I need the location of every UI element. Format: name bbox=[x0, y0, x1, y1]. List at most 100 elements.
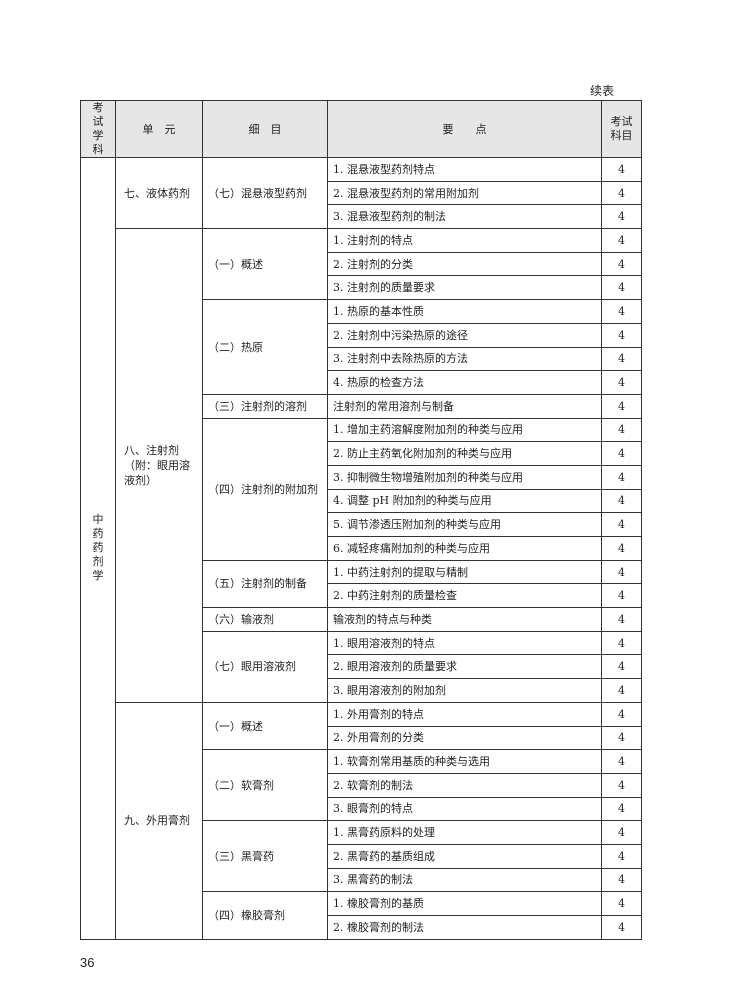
table-row: （五）注射剂的制备 1. 中药注射剂的提取与精制 4 bbox=[81, 559, 642, 609]
point-cell: 2. 中药注射剂的质量检查 bbox=[327, 583, 602, 609]
detail-cell: （五）注射剂的制备 bbox=[202, 559, 328, 609]
exam-subject-cell: 4 bbox=[601, 701, 642, 727]
point-cell: 1. 热原的基本性质 bbox=[327, 299, 602, 324]
point-cell: 2. 软膏剂的制法 bbox=[327, 772, 602, 798]
table-row: 5. 调节渗透压附加剂的种类与应用 4 bbox=[81, 512, 642, 537]
exam-subject-cell: 4 bbox=[601, 157, 642, 182]
table-row: 九、外用膏剂 （一）概述 1. 外用膏剂的特点 4 bbox=[81, 701, 642, 940]
header-unit: 单 元 bbox=[115, 100, 203, 158]
table-row: 4. 调整 pH 附加剂的种类与应用 4 bbox=[81, 488, 642, 514]
table-row: （六）输液剂 输液剂的特点与种类 4 bbox=[81, 607, 642, 632]
exam-subject-cell: 4 bbox=[601, 843, 642, 869]
table-row: 3. 混悬液型药剂的制法 4 bbox=[81, 204, 642, 230]
header-detail: 细 目 bbox=[202, 100, 328, 158]
detail-cell: （一）概述 bbox=[202, 701, 328, 751]
table-row: 4. 热原的检查方法 4 bbox=[81, 370, 642, 395]
detail-cell: （六）输液剂 bbox=[202, 607, 328, 632]
exam-subject-cell: 4 bbox=[601, 583, 642, 609]
exam-subject-cell: 4 bbox=[601, 441, 642, 466]
table-row: 2. 黑膏药的基质组成 4 bbox=[81, 843, 642, 869]
table-row: （四）注射剂的附加剂 1. 增加主药溶解度附加剂的种类与应用 4 bbox=[81, 417, 642, 561]
exam-subject-cell: 4 bbox=[601, 891, 642, 916]
exam-subject-cell: 4 bbox=[601, 228, 642, 253]
point-cell: 2. 橡胶膏剂的制法 bbox=[327, 915, 602, 940]
exam-subject-cell: 4 bbox=[601, 867, 642, 893]
table-row: 2. 防止主药氧化附加剂的种类与应用 4 bbox=[81, 441, 642, 466]
table-row: 2. 眼用溶液剂的质量要求 4 bbox=[81, 654, 642, 680]
point-cell: 1. 增加主药溶解度附加剂的种类与应用 bbox=[327, 417, 602, 443]
exam-subject-cell: 4 bbox=[601, 820, 642, 845]
table-row: 2. 软膏剂的制法 4 bbox=[81, 772, 642, 798]
exam-subject-cell: 4 bbox=[601, 393, 642, 419]
point-cell: 3. 注射剂中去除热原的方法 bbox=[327, 346, 602, 372]
point-cell: 2. 防止主药氧化附加剂的种类与应用 bbox=[327, 441, 602, 466]
point-cell: 4. 调整 pH 附加剂的种类与应用 bbox=[327, 488, 602, 514]
exam-subject-cell: 4 bbox=[601, 204, 642, 230]
unit-cell: 八、注射剂（附：眼用溶液剂） bbox=[115, 228, 203, 703]
exam-subject-cell: 4 bbox=[601, 915, 642, 940]
point-cell: 1. 中药注射剂的提取与精制 bbox=[327, 559, 602, 585]
point-cell: 3. 眼用溶液剂的附加剂 bbox=[327, 678, 602, 703]
subject-name: 中药药剂学 bbox=[92, 513, 104, 583]
point-cell: 3. 眼膏剂的特点 bbox=[327, 796, 602, 822]
exam-subject-cell: 4 bbox=[601, 654, 642, 680]
exam-subject-cell: 4 bbox=[601, 251, 642, 277]
detail-cell: （四）注射剂的附加剂 bbox=[202, 417, 328, 561]
point-cell: 3. 注射剂的质量要求 bbox=[327, 275, 602, 301]
exam-subject-cell: 4 bbox=[601, 512, 642, 537]
detail-cell: （四）橡胶膏剂 bbox=[202, 891, 328, 940]
point-cell: 2. 黑膏药的基质组成 bbox=[327, 843, 602, 869]
exam-subject-cell: 4 bbox=[601, 322, 642, 348]
detail-cell: （一）概述 bbox=[202, 228, 328, 301]
point-cell: 1. 黑膏药原料的处理 bbox=[327, 820, 602, 845]
exam-subject-cell: 4 bbox=[601, 796, 642, 822]
point-cell: 1. 软膏剂常用基质的种类与选用 bbox=[327, 749, 602, 774]
point-cell: 2. 注射剂中污染热原的途径 bbox=[327, 322, 602, 348]
exam-subject-cell: 4 bbox=[601, 180, 642, 206]
table-row: 2. 注射剂的分类 4 bbox=[81, 251, 642, 277]
table-row: （四）橡胶膏剂 1. 橡胶膏剂的基质 4 bbox=[81, 891, 642, 940]
exam-subject-cell: 4 bbox=[601, 275, 642, 301]
detail-cell: （三）黑膏药 bbox=[202, 820, 328, 893]
header-subject: 考试 学科 bbox=[80, 100, 116, 158]
table-row: （三）黑膏药 1. 黑膏药原料的处理 4 bbox=[81, 820, 642, 893]
detail-cell: （七）眼用溶液剂 bbox=[202, 630, 328, 703]
table-row: 3. 眼用溶液剂的附加剂 4 bbox=[81, 678, 642, 703]
table-row: 八、注射剂（附：眼用溶液剂） （一）概述 1. 注射剂的特点 4 bbox=[81, 228, 642, 703]
detail-cell: （七）混悬液型药剂 bbox=[202, 156, 328, 230]
point-cell: 注射剂的常用溶剂与制备 bbox=[327, 393, 602, 419]
exam-subject-cell: 4 bbox=[601, 464, 642, 490]
header-exam: 考试 科目 bbox=[601, 100, 642, 158]
point-cell: 1. 注射剂的特点 bbox=[327, 228, 602, 253]
exam-subject-cell: 4 bbox=[601, 299, 642, 324]
unit-cell: 七、液体药剂 bbox=[115, 156, 203, 230]
point-cell: 2. 外用膏剂的分类 bbox=[327, 725, 602, 751]
point-cell: 3. 抑制微生物增殖附加剂的种类与应用 bbox=[327, 464, 602, 490]
header-points: 要 点 bbox=[327, 100, 602, 158]
exam-subject-cell: 4 bbox=[601, 536, 642, 561]
exam-subject-cell: 4 bbox=[601, 559, 642, 585]
table-row: （二）热原 1. 热原的基本性质 4 bbox=[81, 299, 642, 395]
point-cell: 6. 减轻疼痛附加剂的种类与应用 bbox=[327, 536, 602, 561]
point-cell: 4. 热原的检查方法 bbox=[327, 370, 602, 395]
exam-subject-cell: 4 bbox=[601, 725, 642, 751]
exam-subject-cell: 4 bbox=[601, 749, 642, 774]
point-cell: 2. 注射剂的分类 bbox=[327, 251, 602, 277]
point-cell: 输液剂的特点与种类 bbox=[327, 607, 602, 632]
point-cell: 1. 外用膏剂的特点 bbox=[327, 701, 602, 727]
detail-cell: （二）热原 bbox=[202, 299, 328, 395]
point-cell: 2. 混悬液型药剂的常用附加剂 bbox=[327, 180, 602, 206]
exam-subject-cell: 4 bbox=[601, 630, 642, 656]
exam-subject-cell: 4 bbox=[601, 370, 642, 395]
point-cell: 3. 混悬液型药剂的制法 bbox=[327, 204, 602, 230]
table-row: （七）眼用溶液剂 1. 眼用溶液剂的特点 4 bbox=[81, 630, 642, 703]
exam-subject-cell: 4 bbox=[601, 607, 642, 632]
subject-cell: 中药药剂学 bbox=[80, 157, 116, 940]
page-number: 36 bbox=[80, 955, 95, 970]
exam-subject-cell: 4 bbox=[601, 772, 642, 798]
table-row: 2. 橡胶膏剂的制法 4 bbox=[81, 915, 642, 940]
exam-subject-cell: 4 bbox=[601, 417, 642, 443]
table-row: 2. 注射剂中污染热原的途径 4 bbox=[81, 322, 642, 348]
header-row: 考试 学科 单 元 细 目 要 点 考试 科目 bbox=[80, 100, 642, 158]
table-row: 3. 抑制微生物增殖附加剂的种类与应用 4 bbox=[81, 464, 642, 490]
